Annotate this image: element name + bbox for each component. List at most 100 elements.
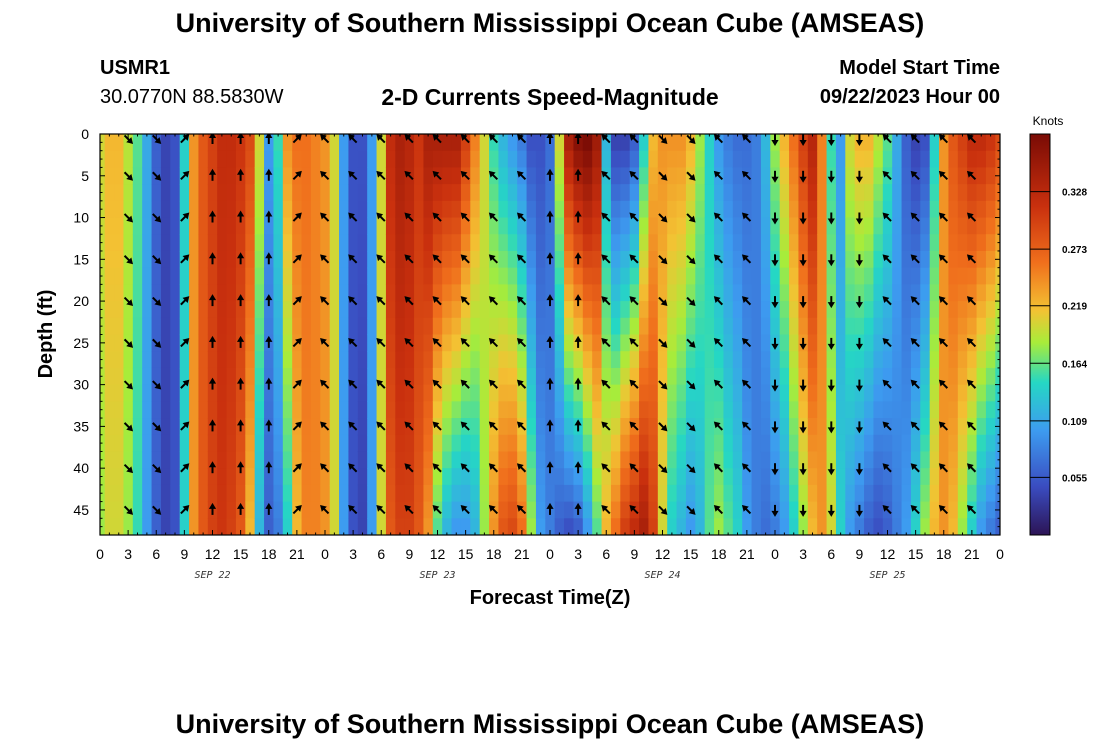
heatmap-cell [395, 301, 406, 319]
heatmap-cell [554, 334, 565, 352]
heatmap-cell [957, 150, 968, 169]
current-vector-arrow [152, 171, 162, 181]
heatmap-cell [339, 301, 350, 319]
heatmap-cell [339, 484, 350, 503]
heatmap-cell [273, 217, 284, 235]
heatmap-cell [179, 267, 190, 285]
heatmap-cell [873, 234, 884, 252]
arrow-head [208, 377, 217, 384]
heatmap-cell [170, 284, 181, 302]
heatmap-cell [845, 217, 856, 235]
speed-heatmap [100, 134, 1000, 535]
current-vector-arrow [292, 254, 302, 264]
heatmap-cell [864, 418, 875, 436]
heatmap-cell [910, 134, 921, 152]
heatmap-cell [873, 418, 884, 436]
current-vector-arrow [629, 254, 639, 264]
heatmap-cell [179, 518, 190, 535]
arrow-head [660, 382, 668, 390]
heatmap-cell [395, 284, 406, 302]
heatmap-cell [864, 367, 875, 386]
current-vector-arrow [265, 168, 273, 181]
heatmap-cell [451, 134, 462, 152]
heatmap-cell [873, 134, 884, 152]
arrow-head [629, 337, 637, 345]
heatmap-cell [535, 317, 546, 336]
heatmap-cell [648, 184, 659, 202]
heatmap-cell [807, 401, 818, 419]
heatmap-cell [939, 518, 950, 535]
heatmap-cell [910, 267, 921, 285]
current-vector-arrow [741, 504, 752, 515]
heatmap-cell [310, 284, 321, 302]
heatmap-cell [517, 200, 528, 219]
current-vector-arrow [404, 254, 414, 264]
heatmap-cell [526, 484, 537, 503]
heatmap-cell [667, 501, 678, 519]
heatmap-cell [835, 184, 846, 202]
heatmap-cell [732, 351, 743, 369]
heatmap-cell [254, 334, 265, 352]
heatmap-cell [526, 284, 537, 302]
arrow-head [460, 170, 468, 178]
heatmap-cell [114, 317, 125, 336]
arrow-head [799, 302, 807, 309]
heatmap-cell [835, 167, 846, 185]
heatmap-cell [779, 351, 790, 369]
heatmap-cell [151, 217, 162, 235]
arrow-head [460, 254, 468, 262]
heatmap-cell [320, 284, 331, 302]
current-vector-arrow [574, 461, 582, 474]
arrow-head [154, 137, 162, 144]
heatmap-cell [395, 250, 406, 269]
arrow-head [827, 427, 835, 434]
heatmap-cell [414, 401, 425, 419]
heatmap-cell [479, 351, 490, 369]
heatmap-cell [479, 301, 490, 319]
heatmap-cell [217, 167, 228, 185]
arrow-head [938, 296, 946, 303]
heatmap-cell [957, 518, 968, 535]
heatmap-cell [760, 167, 771, 185]
heatmap-cell [882, 234, 893, 252]
arrow-head [320, 421, 327, 429]
heatmap-cell [282, 351, 293, 369]
current-vector-arrow [460, 337, 470, 348]
heatmap-cell [423, 401, 434, 419]
heatmap-cell [535, 484, 546, 503]
heatmap-cell [779, 234, 790, 252]
heatmap-cell [976, 184, 987, 202]
heatmap-cell [657, 384, 668, 402]
heatmap-cell [254, 234, 265, 252]
heatmap-cell [657, 401, 668, 419]
heatmap-cell [282, 434, 293, 453]
current-vector-arrow [855, 296, 863, 309]
heatmap-cell [123, 267, 134, 285]
heatmap-cell [535, 501, 546, 519]
heatmap-cell [798, 200, 809, 219]
heatmap-cell [742, 301, 753, 319]
heatmap-cell [104, 217, 115, 235]
heatmap-cell [273, 367, 284, 386]
heatmap-cell [985, 134, 996, 152]
heatmap-cell [404, 384, 415, 402]
heatmap-cell [573, 434, 584, 453]
heatmap-cell [292, 234, 303, 252]
heatmap-cell [198, 334, 209, 352]
heatmap-cell [610, 518, 621, 535]
heatmap-cell [526, 167, 537, 185]
heatmap-cell [264, 484, 275, 503]
heatmap-cell [498, 200, 509, 219]
heatmap-cell [976, 367, 987, 386]
heatmap-cell [245, 184, 256, 202]
heatmap-cell [582, 134, 593, 152]
heatmap-cell [264, 401, 275, 419]
heatmap-cell [751, 200, 762, 219]
arrow-head [126, 299, 134, 307]
heatmap-cell [564, 134, 575, 152]
heatmap-cell [489, 200, 500, 219]
current-vector-arrow [799, 463, 807, 476]
heatmap-cell [329, 150, 340, 169]
heatmap-cell [142, 184, 153, 202]
heatmap-cell [423, 434, 434, 453]
